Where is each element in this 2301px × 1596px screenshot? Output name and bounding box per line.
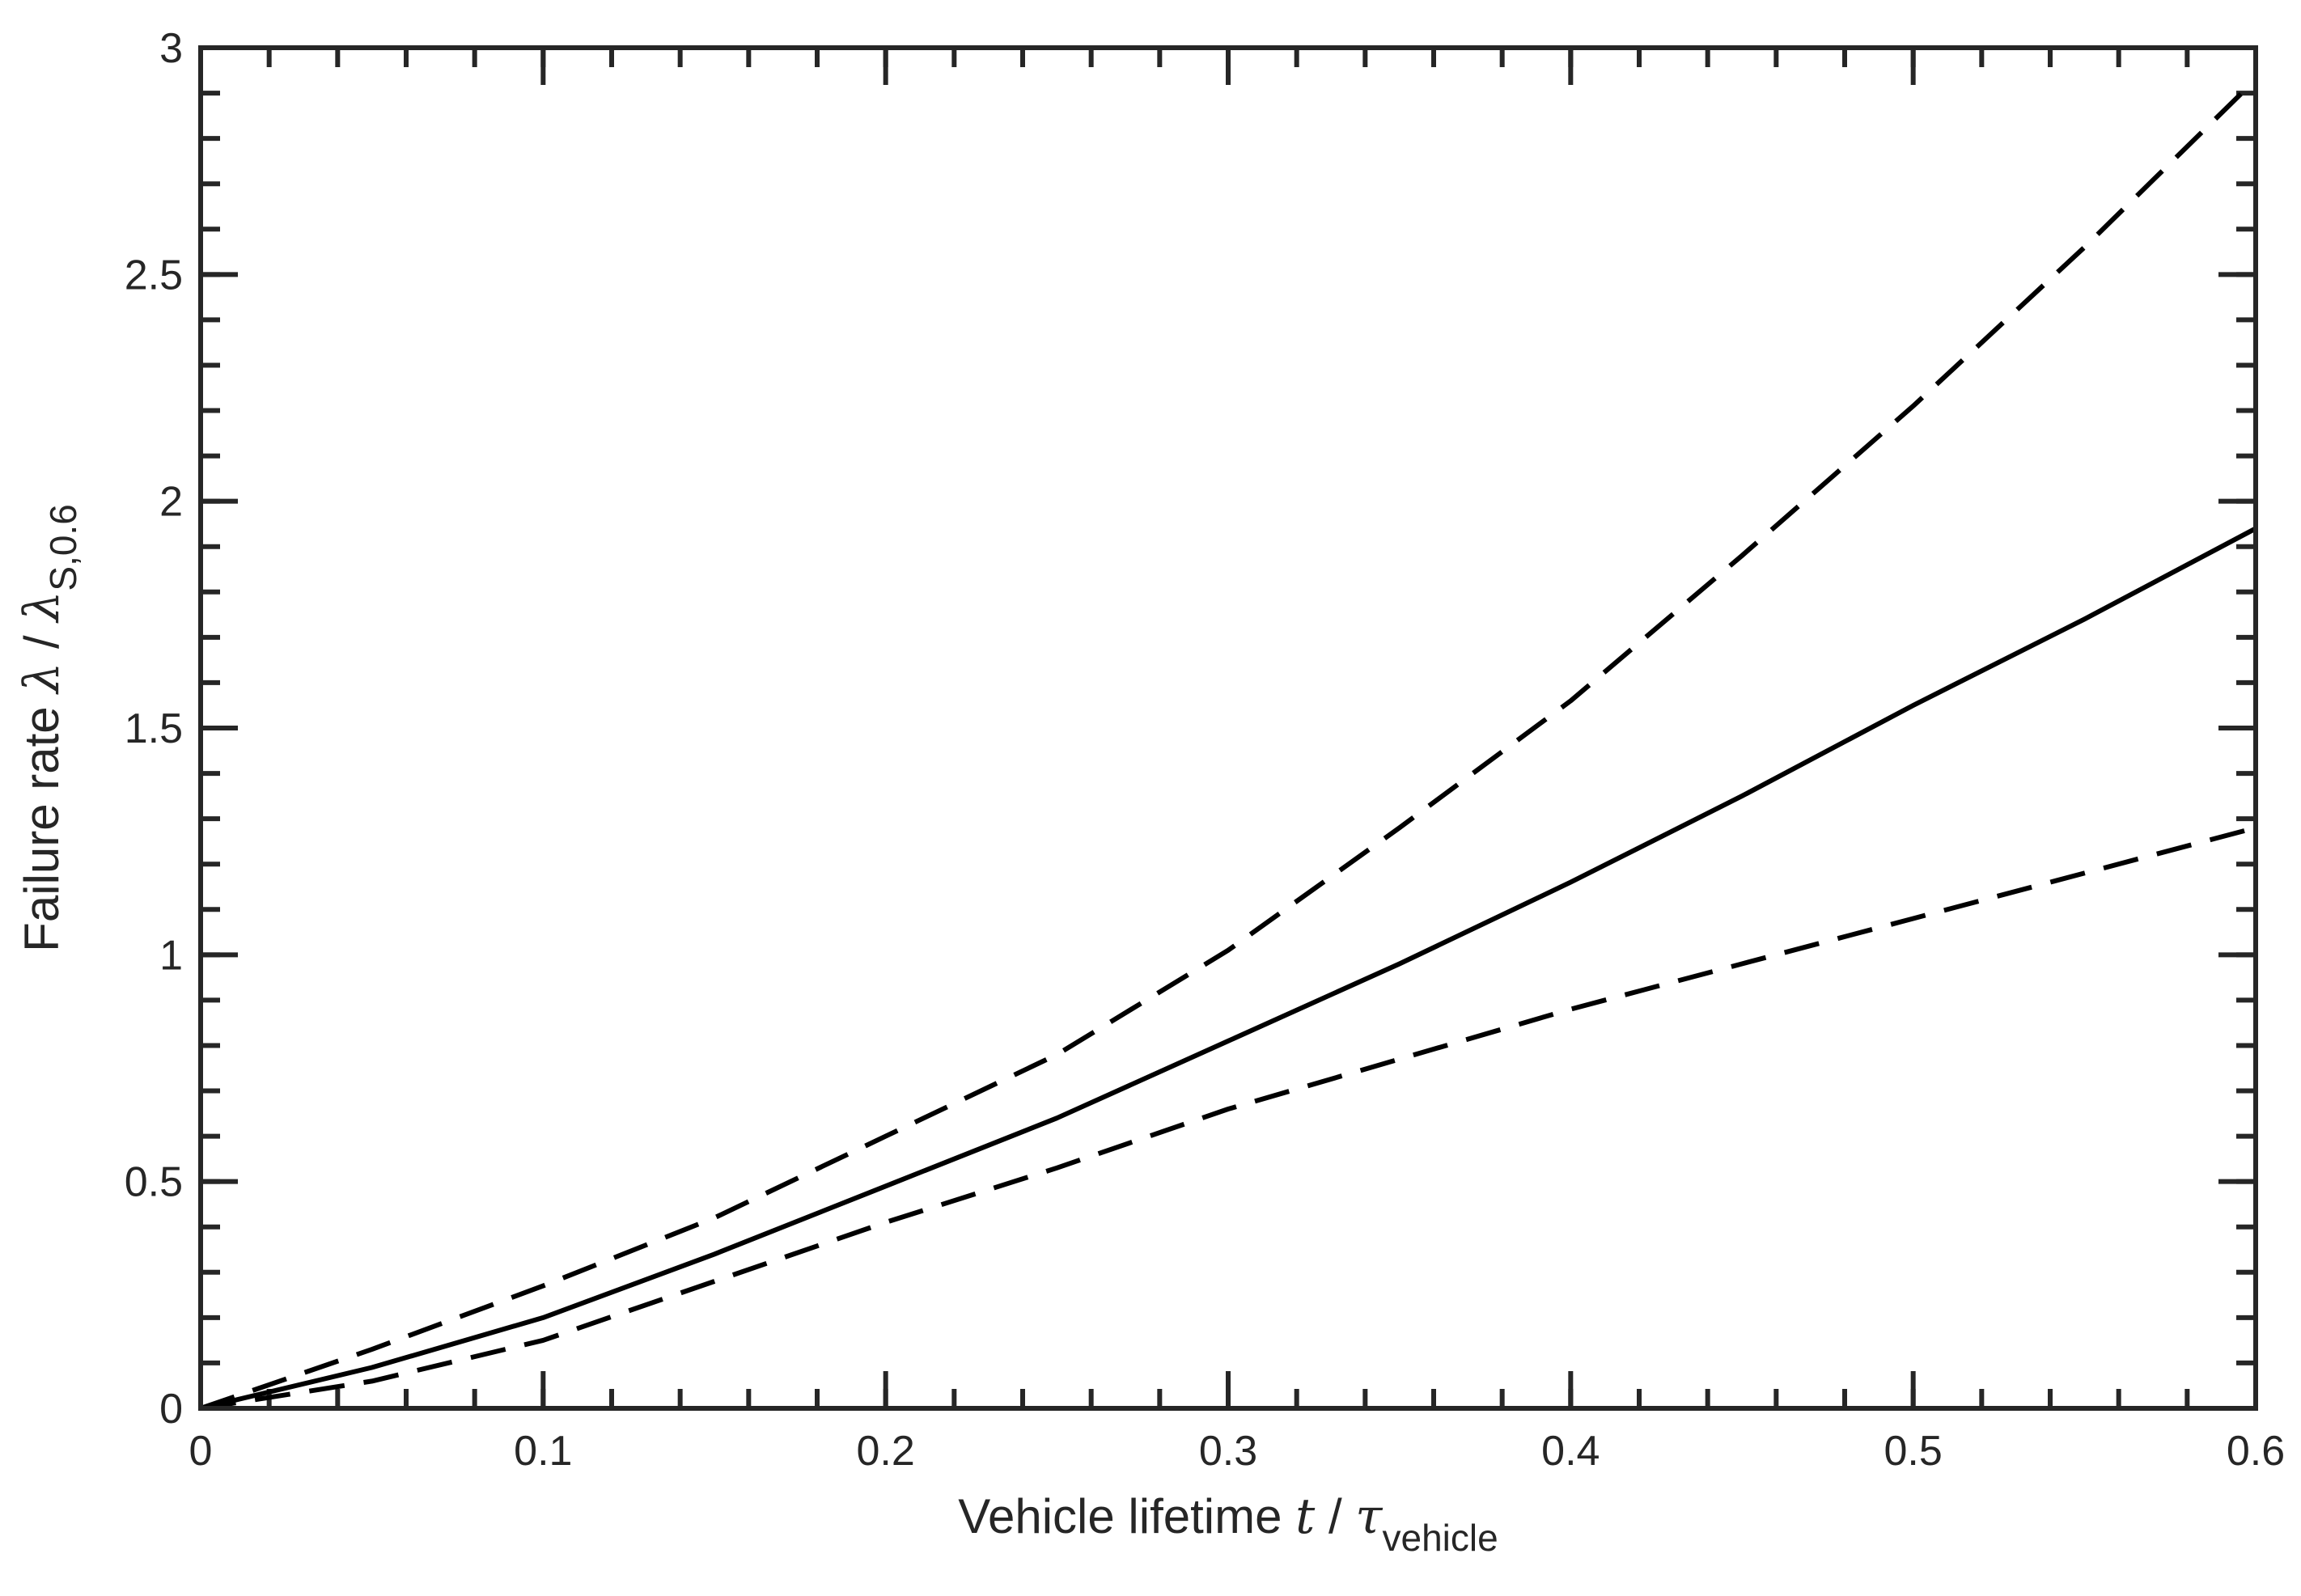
plot-frame: [198, 45, 2258, 1411]
y-tick-label: 2.5: [125, 252, 183, 298]
x-tick-label: 0: [189, 1428, 213, 1475]
y-tick-label: 3: [159, 25, 183, 72]
x-axis-title-sub: vehicle: [1383, 1517, 1498, 1559]
series-layer: [200, 78, 2258, 1411]
x-tick-label: 0.4: [1541, 1428, 1600, 1475]
major-ticks: [198, 45, 2258, 1411]
series-line-3: [200, 825, 2257, 1411]
x-tick-label: 0.1: [514, 1428, 572, 1475]
x-tick-label: 0.6: [2227, 1428, 2285, 1475]
minor-ticks: [201, 48, 2256, 1408]
y-tick-label: 1: [159, 932, 183, 979]
series-line-2: [200, 526, 2257, 1411]
x-axis-title-var: t: [1295, 1488, 1316, 1545]
series-line-1: [200, 78, 2258, 1411]
y-tick-labels: 0 0.5 1 1.5 2 2.5 3: [125, 25, 183, 1433]
y-tick-label: 2: [159, 479, 183, 526]
y-tick-label: 1.5: [125, 705, 183, 752]
y-tick-label: 0: [159, 1386, 183, 1433]
y-axis-title-sym: λ: [14, 591, 70, 624]
y-axis-title: Failure rate λ / λS,0.6: [14, 504, 84, 952]
x-axis-title-text: Vehicle lifetime: [958, 1489, 1295, 1543]
x-tick-label: 0.2: [857, 1428, 915, 1475]
x-axis-title-sep: /: [1315, 1489, 1355, 1543]
y-axis-title-text: Failure rate: [15, 693, 69, 952]
y-axis-title-var: λ: [14, 663, 70, 695]
x-tick-label: 0.5: [1884, 1428, 1943, 1475]
x-tick-labels: 0 0.1 0.2 0.3 0.4 0.5 0.6: [189, 1428, 2286, 1475]
y-axis-title-sep: /: [15, 622, 69, 663]
x-axis-title: Vehicle lifetime t / τvehicle: [958, 1488, 1498, 1559]
y-axis-title-sub: S,0.6: [42, 504, 84, 591]
x-axis-title-sym: τ: [1355, 1488, 1383, 1545]
y-tick-label: 0.5: [125, 1159, 183, 1206]
x-tick-label: 0.3: [1199, 1428, 1257, 1475]
